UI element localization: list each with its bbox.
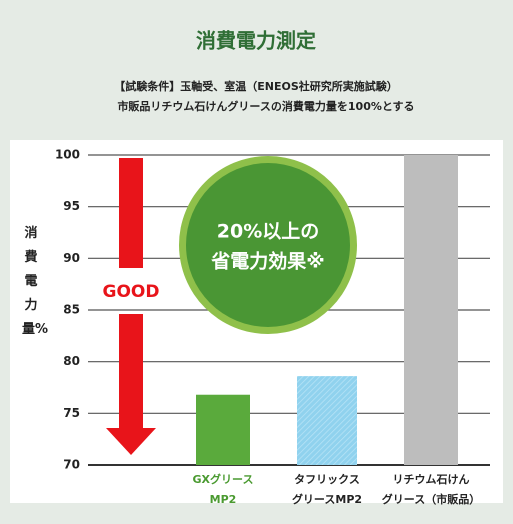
- bar: [297, 376, 357, 465]
- callout: [186, 163, 350, 327]
- callout-text: 省電力効果※: [210, 250, 324, 273]
- y-axis-label: 消費電力量%: [22, 226, 49, 337]
- arrow-label: GOOD: [103, 282, 160, 302]
- subtitle: 市販品リチウム石けんグリースの消費電力量を100%とする: [117, 99, 414, 113]
- bar: [196, 394, 250, 465]
- callout-text: 20%以上の: [217, 221, 319, 243]
- y-tick-label: 95: [63, 199, 80, 213]
- x-tick-label: GXグリース: [193, 472, 254, 486]
- y-tick-label: 85: [63, 303, 80, 317]
- y-tick-label: 90: [63, 251, 80, 265]
- x-tick-label: MP2: [210, 493, 237, 506]
- y-tick-label: 70: [63, 458, 80, 472]
- bar: [404, 155, 458, 465]
- x-tick-label: グリース（市販品）: [382, 492, 480, 506]
- x-tick-label: タフリックス: [294, 473, 360, 486]
- x-tick-label: グリースMP2: [292, 492, 362, 506]
- y-tick-label: 100: [55, 148, 80, 162]
- y-tick-label: 80: [63, 354, 80, 368]
- y-tick-label: 75: [63, 406, 80, 420]
- chart-title: 消費電力測定: [196, 29, 316, 53]
- good-arrow: [106, 158, 156, 455]
- x-tick-label: リチウム石けん: [393, 473, 470, 486]
- subtitle: 【試験条件】玉軸受、室温（ENEOS社研究所実施試験）: [114, 79, 398, 93]
